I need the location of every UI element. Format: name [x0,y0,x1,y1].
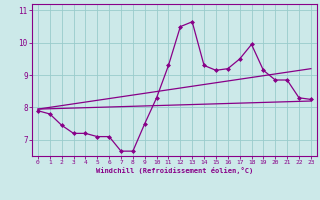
X-axis label: Windchill (Refroidissement éolien,°C): Windchill (Refroidissement éolien,°C) [96,167,253,174]
